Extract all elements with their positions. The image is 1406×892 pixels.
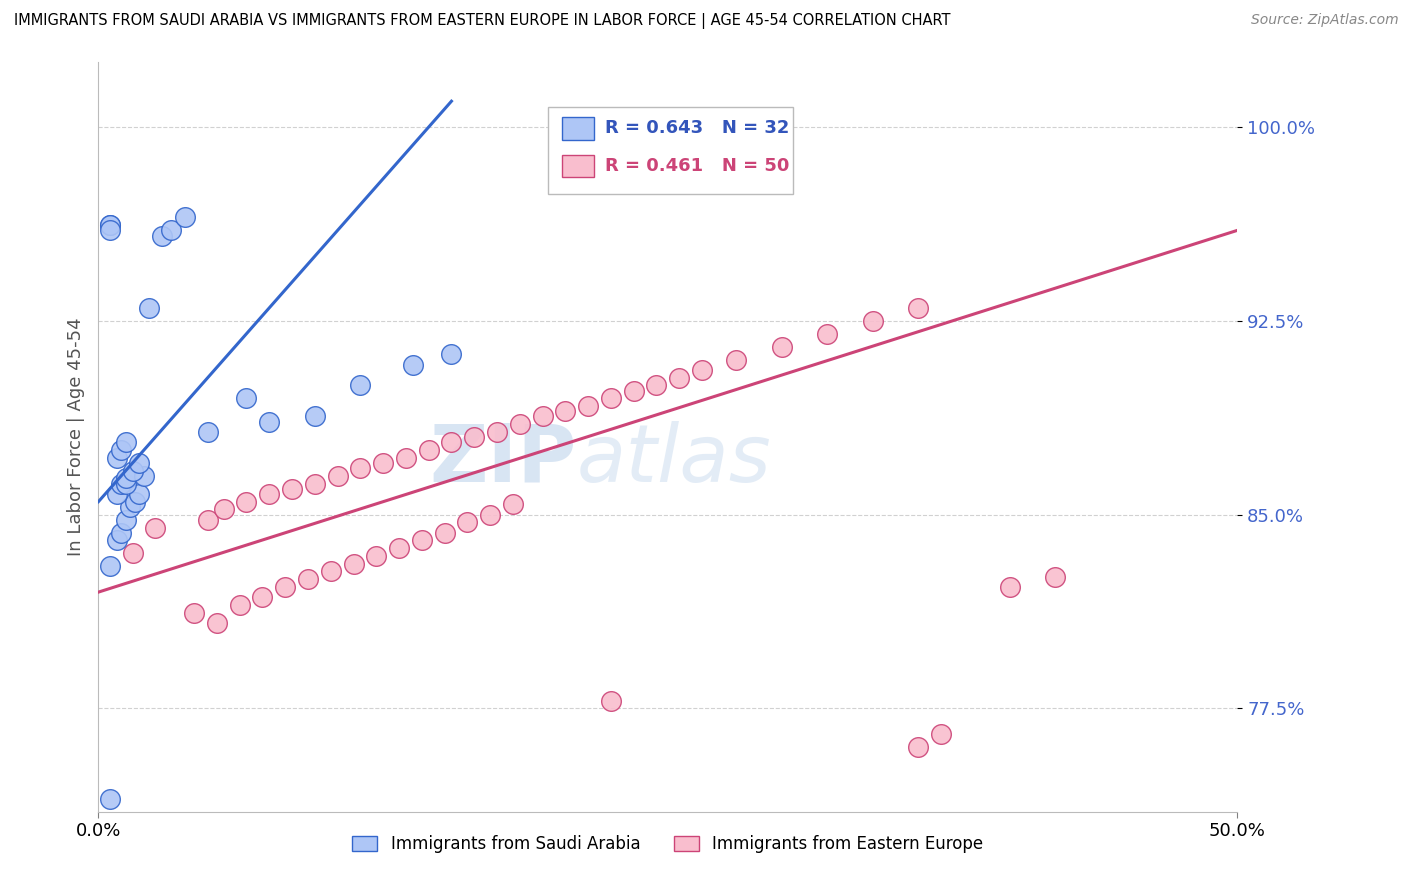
Point [645, 378, 668, 392]
Legend: Immigrants from Saudi Arabia, Immigrants from Eastern Europe: Immigrants from Saudi Arabia, Immigrants… [346, 829, 990, 860]
Point [228, 598, 250, 612]
Point [402, 358, 425, 372]
Point [121, 464, 143, 478]
Point [349, 378, 371, 392]
Point [418, 442, 440, 457]
Point [150, 228, 173, 243]
Point [98, 223, 121, 237]
Point [366, 549, 388, 563]
Point [486, 425, 509, 439]
Point [110, 442, 132, 457]
Text: IMMIGRANTS FROM SAUDI ARABIA VS IMMIGRANTS FROM EASTERN EUROPE IN LABOR FORCE | : IMMIGRANTS FROM SAUDI ARABIA VS IMMIGRAN… [14, 13, 950, 29]
Point [138, 301, 160, 315]
Point [124, 494, 146, 508]
Point [128, 487, 150, 501]
Point [110, 525, 132, 540]
Point [371, 456, 394, 470]
Point [105, 450, 128, 465]
Point [690, 363, 713, 377]
FancyBboxPatch shape [548, 107, 793, 194]
Point [132, 468, 155, 483]
Y-axis label: In Labor Force | Age 45-54: In Labor Force | Age 45-54 [66, 318, 84, 557]
Point [907, 301, 929, 315]
Point [770, 340, 793, 354]
Point [128, 456, 150, 470]
FancyBboxPatch shape [562, 117, 593, 140]
Point [252, 591, 274, 605]
Point [120, 500, 142, 514]
Point [326, 468, 349, 483]
Point [98, 792, 121, 806]
Point [160, 223, 183, 237]
Point [274, 580, 297, 594]
Point [114, 476, 136, 491]
Point [1043, 569, 1066, 583]
Point [114, 513, 136, 527]
Point [456, 516, 478, 530]
Point [281, 482, 304, 496]
Point [342, 557, 364, 571]
Point [815, 326, 838, 341]
Point [600, 392, 623, 406]
Point [259, 415, 281, 429]
Point [235, 392, 257, 406]
Point [463, 430, 485, 444]
Point [205, 616, 228, 631]
Point [174, 211, 197, 225]
Point [998, 580, 1021, 594]
Point [600, 693, 623, 707]
Point [929, 727, 952, 741]
Point [907, 740, 929, 755]
Point [388, 541, 411, 556]
Point [319, 565, 342, 579]
Point [259, 487, 281, 501]
Point [98, 218, 121, 232]
Point [304, 409, 326, 424]
Point [725, 352, 748, 367]
Point [98, 218, 121, 232]
Point [395, 450, 418, 465]
Point [509, 417, 531, 432]
Point [114, 435, 136, 450]
Point [623, 384, 645, 398]
Text: atlas: atlas [576, 420, 772, 499]
Point [212, 502, 235, 516]
FancyBboxPatch shape [562, 154, 593, 178]
Point [110, 476, 132, 491]
Text: R = 0.643   N = 32: R = 0.643 N = 32 [605, 120, 790, 137]
Text: ZIP: ZIP [429, 420, 576, 499]
Point [531, 409, 554, 424]
Point [411, 533, 433, 548]
Point [433, 525, 456, 540]
Point [105, 487, 128, 501]
Text: R = 0.461   N = 50: R = 0.461 N = 50 [605, 157, 790, 175]
Point [98, 559, 121, 574]
Point [304, 476, 326, 491]
Point [297, 572, 319, 586]
Point [105, 533, 128, 548]
Point [479, 508, 502, 522]
Point [554, 404, 576, 418]
Text: Source: ZipAtlas.com: Source: ZipAtlas.com [1251, 13, 1399, 28]
Point [114, 471, 136, 485]
Point [197, 425, 219, 439]
Point [502, 497, 524, 511]
Point [235, 494, 257, 508]
Point [121, 546, 143, 560]
Point [349, 461, 371, 475]
Point [576, 399, 599, 413]
Point [862, 314, 884, 328]
Point [197, 513, 219, 527]
Point [668, 370, 690, 384]
Point [183, 606, 205, 620]
Point [145, 520, 167, 534]
Point [440, 435, 463, 450]
Point [440, 347, 463, 361]
